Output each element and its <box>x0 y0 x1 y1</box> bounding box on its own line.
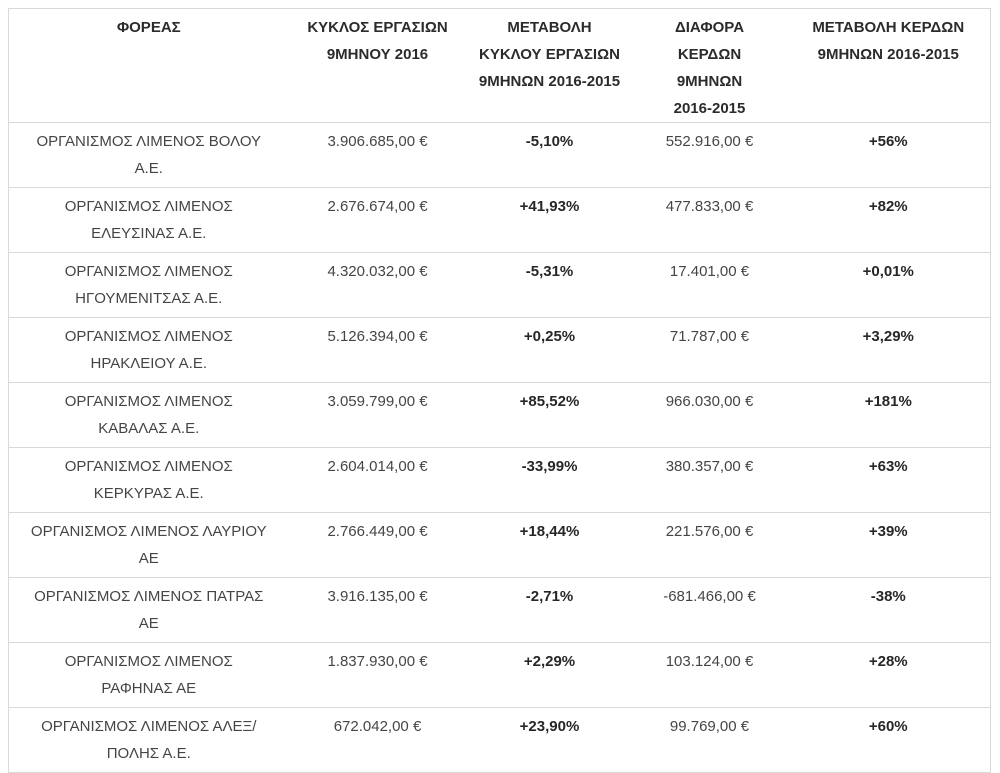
profit-change-cell: +63% <box>786 447 991 513</box>
profit-difference-cell: 552.916,00 € <box>632 122 787 188</box>
profit-difference-cell: 99.769,00 € <box>632 707 787 773</box>
profit-change-cell: +60% <box>786 707 991 773</box>
turnover-cell: 672.042,00 € <box>288 707 467 773</box>
turnover-cell: 3.059.799,00 € <box>288 382 467 448</box>
turnover-change-cell: -5,10% <box>466 122 633 188</box>
organization-cell: ΟΡΓΑΝΙΣΜΟΣ ΛΙΜΕΝΟΣ ΠΑΤΡΑΣ ΑΕ <box>8 577 289 643</box>
organization-cell: ΟΡΓΑΝΙΣΜΟΣ ΛΙΜΕΝΟΣ ΛΑΥΡΙΟΥ ΑΕ <box>8 512 289 578</box>
turnover-change-cell: -5,31% <box>466 252 633 318</box>
profit-change-cell: +39% <box>786 512 991 578</box>
turnover-cell: 3.906.685,00 € <box>288 122 467 188</box>
organization-cell: ΟΡΓΑΝΙΣΜΟΣ ΛΙΜΕΝΟΣ ΡΑΦΗΝΑΣ ΑΕ <box>8 642 289 708</box>
turnover-change-cell: +85,52% <box>466 382 633 448</box>
profit-change-cell: +0,01% <box>786 252 991 318</box>
turnover-change-cell: +0,25% <box>466 317 633 383</box>
profit-difference-cell: 380.357,00 € <box>632 447 787 513</box>
table-row: ΟΡΓΑΝΙΣΜΟΣ ΛΙΜΕΝΟΣ ΠΑΤΡΑΣ ΑΕ 3.916.135,0… <box>8 577 991 643</box>
organization-cell: ΟΡΓΑΝΙΣΜΟΣ ΛΙΜΕΝΟΣ ΚΑΒΑΛΑΣ Α.Ε. <box>8 382 289 448</box>
header-cell-turnover-change: ΜΕΤΑΒΟΛΗ ΚΥΚΛΟΥ ΕΡΓΑΣΙΩΝ 9ΜΗΝΩΝ 2016-201… <box>478 19 621 90</box>
profit-change-cell: +181% <box>786 382 991 448</box>
turnover-change-cell: -33,99% <box>466 447 633 513</box>
organization-cell: ΟΡΓΑΝΙΣΜΟΣ ΛΙΜΕΝΟΣ ΑΛΕΞ/ ΠΟΛΗΣ Α.Ε. <box>8 707 289 773</box>
profit-difference-cell: 71.787,00 € <box>632 317 787 383</box>
profit-difference-cell: 477.833,00 € <box>632 187 787 253</box>
table-row: ΟΡΓΑΝΙΣΜΟΣ ΛΙΜΕΝΟΣ ΡΑΦΗΝΑΣ ΑΕ 1.837.930,… <box>8 642 991 708</box>
turnover-cell: 3.916.135,00 € <box>288 577 467 643</box>
table-row: ΟΡΓΑΝΙΣΜΟΣ ΛΙΜΕΝΟΣ ΗΡΑΚΛΕΙΟΥ Α.Ε. 5.126.… <box>8 317 991 383</box>
organization-cell: ΟΡΓΑΝΙΣΜΟΣ ΛΙΜΕΝΟΣ ΚΕΡΚΥΡΑΣ Α.Ε. <box>8 447 289 513</box>
turnover-cell: 2.604.014,00 € <box>288 447 467 513</box>
table-row: ΟΡΓΑΝΙΣΜΟΣ ΛΙΜΕΝΟΣ ΚΕΡΚΥΡΑΣ Α.Ε. 2.604.0… <box>8 447 991 513</box>
profit-change-cell: -38% <box>786 577 991 643</box>
turnover-cell: 2.766.449,00 € <box>288 512 467 578</box>
turnover-change-cell: +2,29% <box>466 642 633 708</box>
turnover-cell: 5.126.394,00 € <box>288 317 467 383</box>
profit-difference-cell: 103.124,00 € <box>632 642 787 708</box>
profit-change-cell: +3,29% <box>786 317 991 383</box>
turnover-change-cell: +23,90% <box>466 707 633 773</box>
profit-change-cell: +56% <box>786 122 991 188</box>
table-row: ΟΡΓΑΝΙΣΜΟΣ ΛΙΜΕΝΟΣ ΛΑΥΡΙΟΥ ΑΕ 2.766.449,… <box>8 512 991 578</box>
organization-cell: ΟΡΓΑΝΙΣΜΟΣ ΛΙΜΕΝΟΣ ΕΛΕΥΣΙΝΑΣ Α.Ε. <box>8 187 289 253</box>
profit-change-cell: +82% <box>786 187 991 253</box>
table-row: ΟΡΓΑΝΙΣΜΟΣ ΛΙΜΕΝΟΣ ΗΓΟΥΜΕΝΙΤΣΑΣ Α.Ε. 4.3… <box>8 252 991 318</box>
profit-difference-cell: 221.576,00 € <box>632 512 787 578</box>
organization-cell: ΟΡΓΑΝΙΣΜΟΣ ΛΙΜΕΝΟΣ ΒΟΛΟΥ Α.Ε. <box>8 122 289 188</box>
table-header-row: ΦΟΡΕΑΣ ΚΥΚΛΟΣ ΕΡΓΑΣΙΩΝ 9ΜΗΝΟΥ 2016 ΜΕΤΑΒ… <box>9 9 991 123</box>
profit-difference-cell: 966.030,00 € <box>632 382 787 448</box>
profit-change-cell: +28% <box>786 642 991 708</box>
header-cell-turnover-9m-2016: ΚΥΚΛΟΣ ΕΡΓΑΣΙΩΝ 9ΜΗΝΟΥ 2016 <box>307 19 448 63</box>
header-cell-organization: ΦΟΡΕΑΣ <box>116 19 181 36</box>
turnover-cell: 4.320.032,00 € <box>288 252 467 318</box>
organization-cell: ΟΡΓΑΝΙΣΜΟΣ ΛΙΜΕΝΟΣ ΗΡΑΚΛΕΙΟΥ Α.Ε. <box>8 317 289 383</box>
organization-cell: ΟΡΓΑΝΙΣΜΟΣ ΛΙΜΕΝΟΣ ΗΓΟΥΜΕΝΙΤΣΑΣ Α.Ε. <box>8 252 289 318</box>
table-row: ΟΡΓΑΝΙΣΜΟΣ ΛΙΜΕΝΟΣ ΚΑΒΑΛΑΣ Α.Ε. 3.059.79… <box>8 382 991 448</box>
table-row: ΟΡΓΑΝΙΣΜΟΣ ΛΙΜΕΝΟΣ ΕΛΕΥΣΙΝΑΣ Α.Ε. 2.676.… <box>8 187 991 253</box>
turnover-change-cell: -2,71% <box>466 577 633 643</box>
turnover-cell: 2.676.674,00 € <box>288 187 467 253</box>
profit-difference-cell: 17.401,00 € <box>632 252 787 318</box>
turnover-change-cell: +18,44% <box>466 512 633 578</box>
turnover-change-cell: +41,93% <box>466 187 633 253</box>
header-cell-profit-change: ΜΕΤΑΒΟΛΗ ΚΕΡΔΩΝ 9ΜΗΝΩΝ 2016-2015 <box>812 19 965 63</box>
table-row: ΟΡΓΑΝΙΣΜΟΣ ΛΙΜΕΝΟΣ ΑΛΕΞ/ ΠΟΛΗΣ Α.Ε. 672.… <box>8 707 991 773</box>
turnover-cell: 1.837.930,00 € <box>288 642 467 708</box>
table-row: ΟΡΓΑΝΙΣΜΟΣ ΛΙΜΕΝΟΣ ΒΟΛΟΥ Α.Ε. 3.906.685,… <box>8 122 991 188</box>
header-cell-profit-difference: ΔΙΑΦΟΡΑ ΚΕΡΔΩΝ 9ΜΗΝΩΝ 2016-2015 <box>673 19 746 117</box>
ports-financial-table: ΦΟΡΕΑΣ ΚΥΚΛΟΣ ΕΡΓΑΣΙΩΝ 9ΜΗΝΟΥ 2016 ΜΕΤΑΒ… <box>8 8 991 773</box>
profit-difference-cell: -681.466,00 € <box>632 577 787 643</box>
